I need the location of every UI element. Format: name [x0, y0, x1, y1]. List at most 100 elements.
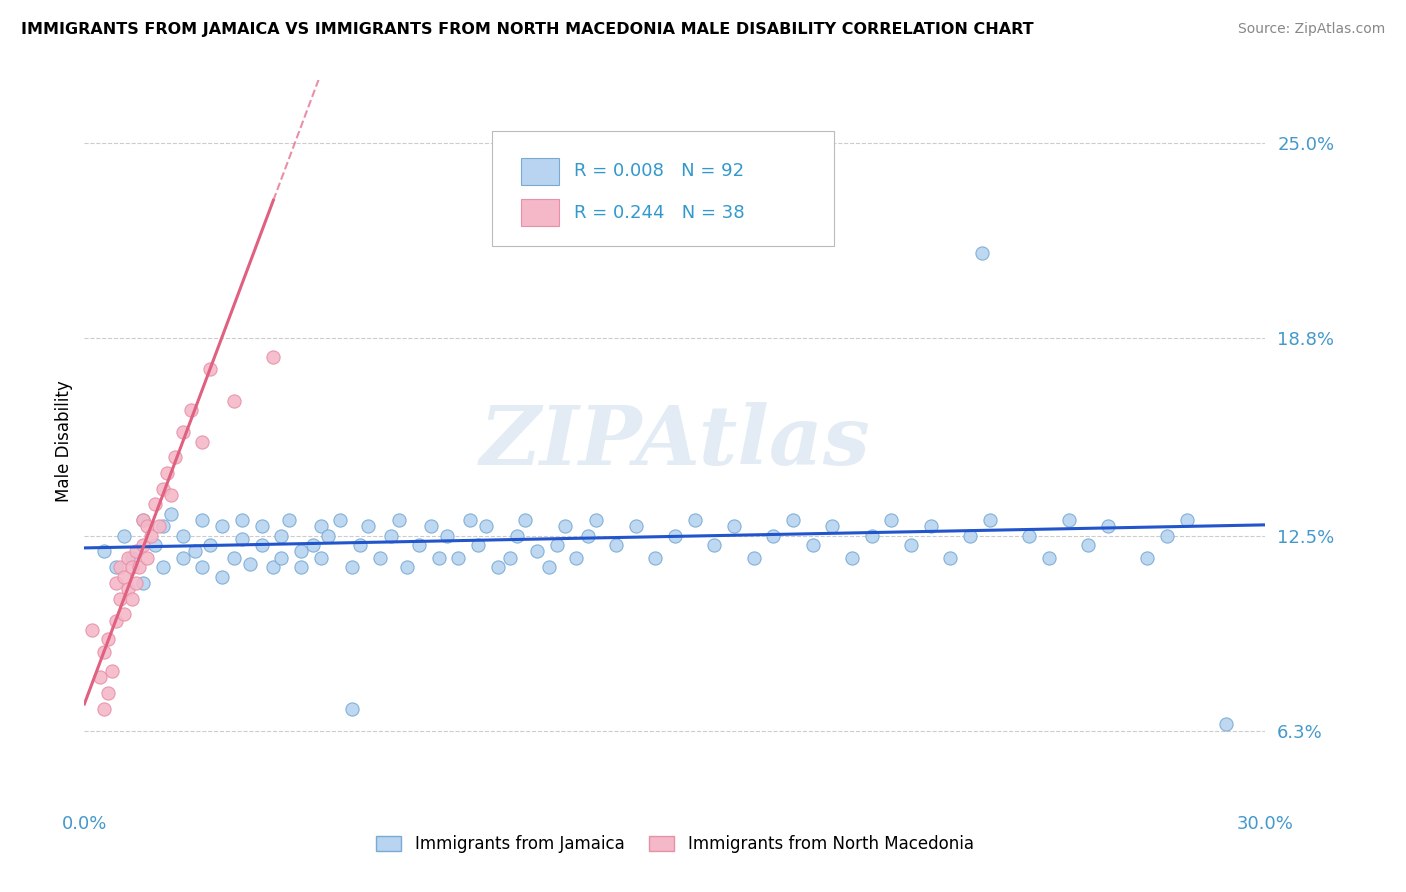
Point — [860, 529, 883, 543]
Legend: Immigrants from Jamaica, Immigrants from North Macedonia: Immigrants from Jamaica, Immigrants from… — [370, 828, 980, 860]
Point — [762, 529, 785, 543]
Point — [498, 550, 520, 565]
Point — [93, 701, 115, 715]
Point — [239, 557, 262, 571]
Point — [172, 529, 194, 543]
Point — [222, 550, 245, 565]
Point — [723, 519, 745, 533]
Point — [104, 560, 127, 574]
Point — [970, 246, 993, 260]
Point — [180, 403, 202, 417]
Point — [211, 519, 233, 533]
Point — [222, 393, 245, 408]
Point — [782, 513, 804, 527]
Point — [1215, 717, 1237, 731]
Point — [121, 591, 143, 606]
Point — [388, 513, 411, 527]
Point — [89, 670, 111, 684]
Point — [143, 538, 166, 552]
Point — [515, 513, 537, 527]
Point — [340, 701, 363, 715]
Point — [380, 529, 402, 543]
Point — [801, 538, 824, 552]
Point — [585, 513, 607, 527]
Point — [290, 544, 312, 558]
Point — [458, 513, 481, 527]
Point — [664, 529, 686, 543]
Point — [132, 513, 155, 527]
Point — [108, 591, 131, 606]
Point — [340, 560, 363, 574]
Point — [160, 507, 183, 521]
Point — [172, 550, 194, 565]
Point — [270, 529, 292, 543]
Point — [821, 519, 844, 533]
Point — [148, 519, 170, 533]
Point — [841, 550, 863, 565]
Point — [191, 560, 214, 574]
Point — [475, 519, 498, 533]
Point — [605, 538, 627, 552]
Text: Source: ZipAtlas.com: Source: ZipAtlas.com — [1237, 22, 1385, 37]
Point — [537, 560, 560, 574]
Point — [357, 519, 380, 533]
Point — [486, 560, 509, 574]
Point — [104, 614, 127, 628]
Point — [136, 519, 159, 533]
Point — [1156, 529, 1178, 543]
Point — [576, 529, 599, 543]
Point — [112, 529, 135, 543]
Point — [136, 550, 159, 565]
Point — [97, 686, 120, 700]
FancyBboxPatch shape — [522, 158, 560, 185]
Point — [427, 550, 450, 565]
Point — [506, 529, 529, 543]
Point — [250, 538, 273, 552]
Point — [301, 538, 323, 552]
Point — [636, 230, 658, 244]
Point — [565, 550, 588, 565]
Point — [408, 538, 430, 552]
Point — [309, 550, 332, 565]
Point — [270, 550, 292, 565]
Point — [447, 550, 470, 565]
Point — [436, 529, 458, 543]
Point — [1175, 513, 1198, 527]
Point — [104, 575, 127, 590]
FancyBboxPatch shape — [522, 199, 560, 227]
Text: R = 0.008   N = 92: R = 0.008 N = 92 — [575, 162, 745, 180]
Point — [1136, 550, 1159, 565]
Point — [152, 482, 174, 496]
Point — [200, 538, 222, 552]
Point — [93, 645, 115, 659]
Point — [117, 550, 139, 565]
Point — [183, 544, 205, 558]
Point — [278, 513, 301, 527]
Point — [160, 488, 183, 502]
Point — [191, 434, 214, 449]
Point — [318, 529, 340, 543]
Point — [93, 544, 115, 558]
Point — [1057, 513, 1080, 527]
Point — [554, 519, 576, 533]
Point — [156, 466, 179, 480]
Text: ZIPAtlas: ZIPAtlas — [479, 401, 870, 482]
Point — [920, 519, 942, 533]
Point — [143, 497, 166, 511]
Point — [262, 560, 284, 574]
Point — [101, 664, 124, 678]
Point — [624, 519, 647, 533]
Point — [939, 550, 962, 565]
Point — [959, 529, 981, 543]
Point — [112, 569, 135, 583]
Point — [396, 560, 419, 574]
Point — [1077, 538, 1099, 552]
Point — [152, 519, 174, 533]
Point — [231, 532, 253, 546]
Point — [121, 550, 143, 565]
Point — [121, 560, 143, 574]
Point — [703, 538, 725, 552]
Point — [250, 519, 273, 533]
Point — [128, 560, 150, 574]
Point — [163, 450, 186, 465]
